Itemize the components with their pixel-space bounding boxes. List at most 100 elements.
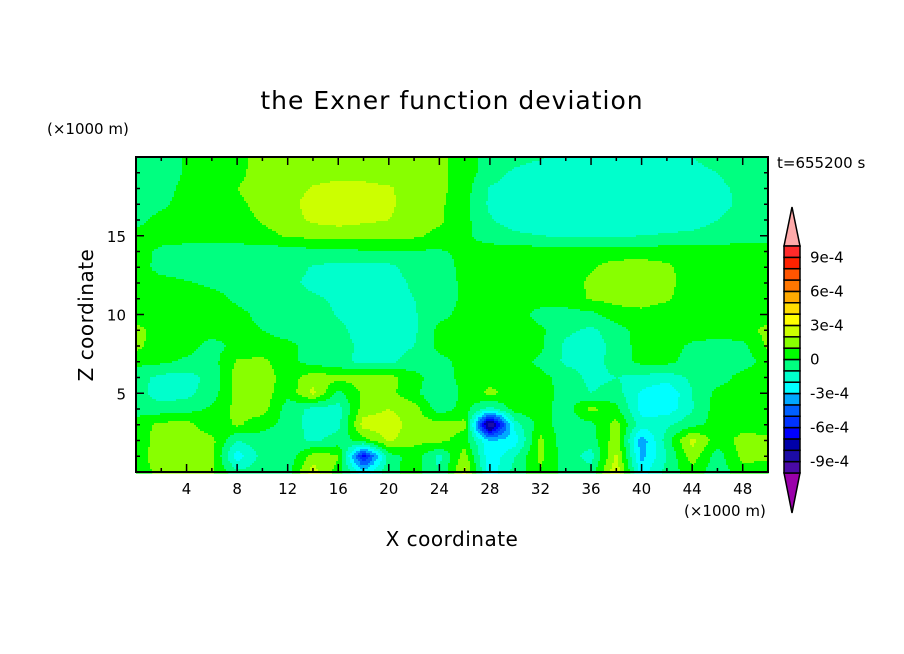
- contour-fill-level-11: [400, 431, 461, 434]
- contour-fill-level-9: [620, 409, 631, 412]
- contour-fill-level-9: [626, 431, 633, 434]
- contour-fill-level-10: [268, 409, 283, 412]
- contour-fill-level-10: [444, 319, 535, 322]
- contour-fill-level-12: [312, 393, 315, 396]
- contour-fill-level-8: [676, 409, 693, 412]
- contour-fill-level-11: [686, 453, 701, 456]
- contour-fill-level-9: [252, 447, 311, 450]
- contour-fill-level-8: [300, 281, 407, 284]
- contour-fill-level-10: [454, 371, 545, 374]
- contour-fill-level-10: [598, 463, 607, 466]
- contour-fill-level-9: [472, 223, 501, 226]
- contour-fill-level-10: [448, 175, 477, 178]
- contour-fill-level-11: [150, 433, 209, 436]
- contour-fill-level-10: [400, 465, 423, 468]
- contour-fill-level-10: [420, 407, 433, 410]
- contour-fill-level-9: [514, 459, 527, 462]
- contour-fill-level-10: [146, 329, 263, 332]
- contour-fill-level-8: [634, 417, 685, 420]
- contour-fill-level-9: [626, 433, 631, 436]
- contour-fill-level-10: [140, 225, 267, 228]
- contour-fill-level-9: [470, 219, 495, 222]
- contour-fill-level-10: [136, 243, 183, 246]
- contour-fill-level-10: [136, 241, 483, 244]
- colorbar-tick-label: 6e-4: [810, 282, 844, 300]
- contour-fill-level-9: [136, 397, 153, 400]
- contour-fill-level-8: [620, 379, 689, 382]
- contour-fill-level-10: [176, 185, 241, 188]
- contour-fill-level-8: [582, 375, 615, 378]
- contour-fill-level-12: [310, 391, 317, 394]
- contour-fill-level-10: [182, 167, 249, 170]
- contour-fill-level-8: [306, 439, 323, 442]
- contour-fill-level-9: [718, 173, 769, 176]
- contour-fill-level-10: [150, 217, 257, 220]
- contour-fill-level-9: [414, 345, 435, 348]
- contour-fill-level-10: [448, 191, 473, 194]
- contour-fill-level-9: [424, 395, 459, 398]
- contour-fill-level-10: [508, 407, 553, 410]
- contour-fill-level-9: [666, 429, 683, 432]
- contour-fill-level-9: [286, 401, 297, 404]
- contour-fill-level-10: [618, 421, 627, 424]
- contour-fill-level-9: [552, 379, 585, 382]
- contour-fill-level-10: [448, 157, 479, 160]
- contour-fill-level-10: [454, 261, 609, 264]
- contour-fill-level-11: [394, 191, 449, 194]
- contour-fill-level-10: [470, 469, 477, 472]
- contour-fill-level-8: [302, 427, 341, 430]
- x-tick-label: 4: [182, 480, 192, 498]
- contour-fill-level-6: [358, 465, 371, 468]
- contour-fill-level-9: [630, 469, 635, 472]
- contour-fill-level-11: [244, 179, 449, 182]
- contour-fill-level-9: [556, 439, 599, 442]
- contour-fill-level-10: [136, 447, 149, 450]
- contour-fill-level-9: [136, 175, 181, 178]
- contour-fill-level-11: [592, 271, 675, 274]
- contour-fill-level-10: [672, 445, 683, 448]
- contour-fill-level-9: [156, 271, 307, 274]
- contour-fill-level-10: [630, 331, 759, 334]
- contour-fill-level-9: [520, 451, 529, 454]
- contour-fill-level-10: [730, 469, 769, 472]
- contour-fill-level-2: [486, 421, 495, 424]
- contour-fill-level-10: [504, 403, 553, 406]
- contour-fill-level-10: [420, 409, 435, 412]
- contour-fill-level-10: [596, 425, 611, 428]
- contour-fill-level-9: [442, 459, 451, 462]
- contour-fill-level-10: [622, 461, 629, 464]
- contour-fill-level-11: [540, 437, 543, 440]
- contour-fill-level-11: [358, 413, 377, 416]
- contour-fill-level-10: [136, 233, 279, 236]
- contour-fill-level-10: [382, 447, 471, 450]
- contour-fill-level-10: [136, 239, 477, 242]
- contour-fill-level-6: [356, 463, 361, 466]
- contour-fill-level-7: [350, 457, 353, 460]
- contour-fill-level-9: [616, 403, 629, 406]
- contour-fill-level-7: [634, 449, 641, 452]
- contour-fill-level-6: [640, 447, 647, 450]
- contour-fill-level-8: [656, 451, 667, 454]
- contour-fill-level-9: [626, 457, 633, 460]
- contour-fill-level-9: [136, 163, 183, 166]
- contour-fill-level-10: [454, 307, 541, 310]
- contour-fill-level-7: [646, 387, 675, 390]
- contour-fill-level-9: [136, 409, 203, 412]
- contour-fill-level-10: [350, 411, 359, 414]
- contour-fill-level-9: [416, 307, 455, 310]
- contour-fill-level-11: [360, 223, 443, 226]
- contour-fill-level-9: [266, 429, 305, 432]
- contour-fill-level-10: [272, 397, 309, 400]
- contour-fill-level-11: [362, 435, 383, 438]
- contour-fill-level-8: [242, 457, 257, 460]
- contour-fill-level-3: [484, 427, 487, 430]
- contour-fill-level-10: [674, 447, 683, 450]
- contour-fill-level-9: [520, 423, 535, 426]
- contour-fill-level-8: [630, 435, 637, 438]
- contour-fill-level-10: [674, 269, 769, 272]
- contour-fill-level-8: [566, 337, 603, 340]
- contour-fill-level-10: [252, 417, 281, 420]
- contour-fill-level-8: [540, 159, 697, 162]
- contour-fill-level-11: [396, 195, 447, 198]
- colorbar-swatch: [783, 370, 801, 383]
